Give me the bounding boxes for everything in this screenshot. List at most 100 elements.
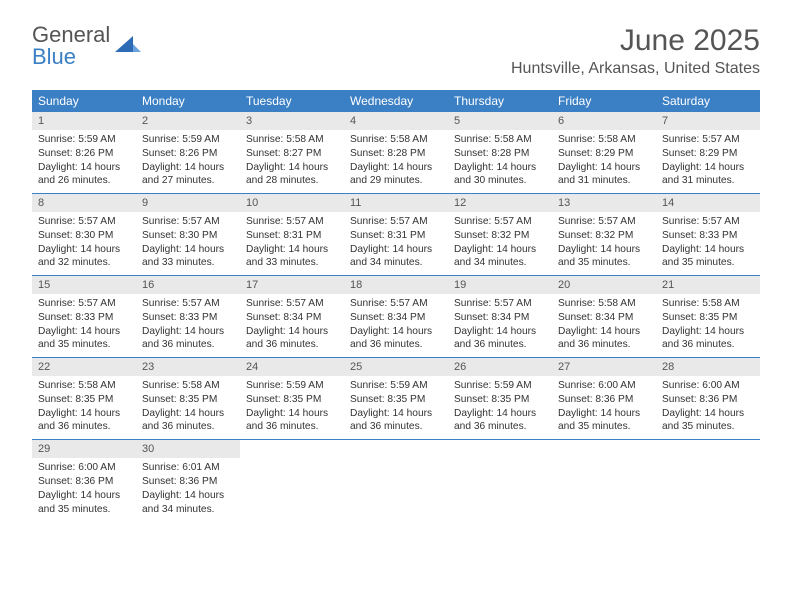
calendar-cell: 24Sunrise: 5:59 AMSunset: 8:35 PMDayligh… — [240, 358, 344, 439]
sunset-text: Sunset: 8:34 PM — [558, 311, 650, 325]
day-body: Sunrise: 5:59 AMSunset: 8:26 PMDaylight:… — [32, 130, 136, 193]
sunset-text: Sunset: 8:30 PM — [38, 229, 130, 243]
calendar-week: 15Sunrise: 5:57 AMSunset: 8:33 PMDayligh… — [32, 275, 760, 357]
daylight-text: Daylight: 14 hours and 34 minutes. — [142, 489, 234, 517]
calendar-cell — [240, 440, 344, 521]
daylight-text: Daylight: 14 hours and 30 minutes. — [454, 161, 546, 189]
day-number: 15 — [32, 276, 136, 294]
daylight-text: Daylight: 14 hours and 27 minutes. — [142, 161, 234, 189]
daylight-text: Daylight: 14 hours and 36 minutes. — [246, 407, 338, 435]
day-body: Sunrise: 5:58 AMSunset: 8:35 PMDaylight:… — [32, 376, 136, 439]
sunrise-text: Sunrise: 5:57 AM — [454, 215, 546, 229]
daylight-text: Daylight: 14 hours and 36 minutes. — [142, 407, 234, 435]
day-number: 24 — [240, 358, 344, 376]
sunset-text: Sunset: 8:36 PM — [662, 393, 754, 407]
calendar-cell: 7Sunrise: 5:57 AMSunset: 8:29 PMDaylight… — [656, 112, 760, 193]
daylight-text: Daylight: 14 hours and 35 minutes. — [38, 325, 130, 353]
daylight-text: Daylight: 14 hours and 35 minutes. — [558, 407, 650, 435]
day-number: 12 — [448, 194, 552, 212]
sunrise-text: Sunrise: 5:58 AM — [350, 133, 442, 147]
calendar-cell: 25Sunrise: 5:59 AMSunset: 8:35 PMDayligh… — [344, 358, 448, 439]
logo-triangle-icon — [115, 34, 141, 59]
sunset-text: Sunset: 8:35 PM — [662, 311, 754, 325]
calendar-cell: 11Sunrise: 5:57 AMSunset: 8:31 PMDayligh… — [344, 194, 448, 275]
daylight-text: Daylight: 14 hours and 31 minutes. — [662, 161, 754, 189]
sunrise-text: Sunrise: 5:59 AM — [350, 379, 442, 393]
day-body: Sunrise: 5:57 AMSunset: 8:31 PMDaylight:… — [344, 212, 448, 275]
day-header: Saturday — [656, 90, 760, 112]
sunset-text: Sunset: 8:33 PM — [662, 229, 754, 243]
calendar-cell: 23Sunrise: 5:58 AMSunset: 8:35 PMDayligh… — [136, 358, 240, 439]
daylight-text: Daylight: 14 hours and 36 minutes. — [558, 325, 650, 353]
daylight-text: Daylight: 14 hours and 29 minutes. — [350, 161, 442, 189]
day-number: 22 — [32, 358, 136, 376]
sunset-text: Sunset: 8:33 PM — [142, 311, 234, 325]
sunrise-text: Sunrise: 5:58 AM — [246, 133, 338, 147]
day-body: Sunrise: 5:57 AMSunset: 8:34 PMDaylight:… — [344, 294, 448, 357]
day-number: 26 — [448, 358, 552, 376]
sunset-text: Sunset: 8:27 PM — [246, 147, 338, 161]
day-number: 14 — [656, 194, 760, 212]
calendar-cell: 9Sunrise: 5:57 AMSunset: 8:30 PMDaylight… — [136, 194, 240, 275]
header: General Blue June 2025 Huntsville, Arkan… — [0, 0, 792, 82]
sunrise-text: Sunrise: 5:57 AM — [246, 215, 338, 229]
day-number: 9 — [136, 194, 240, 212]
daylight-text: Daylight: 14 hours and 35 minutes. — [662, 407, 754, 435]
day-number: 7 — [656, 112, 760, 130]
sunset-text: Sunset: 8:34 PM — [350, 311, 442, 325]
day-body: Sunrise: 5:57 AMSunset: 8:33 PMDaylight:… — [656, 212, 760, 275]
sunset-text: Sunset: 8:33 PM — [38, 311, 130, 325]
sunrise-text: Sunrise: 5:59 AM — [454, 379, 546, 393]
day-body: Sunrise: 5:59 AMSunset: 8:35 PMDaylight:… — [448, 376, 552, 439]
day-number: 10 — [240, 194, 344, 212]
sunset-text: Sunset: 8:28 PM — [350, 147, 442, 161]
location-label: Huntsville, Arkansas, United States — [511, 60, 760, 78]
calendar-cell: 18Sunrise: 5:57 AMSunset: 8:34 PMDayligh… — [344, 276, 448, 357]
calendar-cell: 21Sunrise: 5:58 AMSunset: 8:35 PMDayligh… — [656, 276, 760, 357]
sunset-text: Sunset: 8:31 PM — [246, 229, 338, 243]
calendar-cell: 29Sunrise: 6:00 AMSunset: 8:36 PMDayligh… — [32, 440, 136, 521]
daylight-text: Daylight: 14 hours and 33 minutes. — [142, 243, 234, 271]
calendar-cell: 22Sunrise: 5:58 AMSunset: 8:35 PMDayligh… — [32, 358, 136, 439]
sunset-text: Sunset: 8:31 PM — [350, 229, 442, 243]
calendar-cell — [656, 440, 760, 521]
day-number: 19 — [448, 276, 552, 294]
sunrise-text: Sunrise: 6:01 AM — [142, 461, 234, 475]
calendar-week: 29Sunrise: 6:00 AMSunset: 8:36 PMDayligh… — [32, 439, 760, 521]
sunset-text: Sunset: 8:32 PM — [558, 229, 650, 243]
calendar-cell: 1Sunrise: 5:59 AMSunset: 8:26 PMDaylight… — [32, 112, 136, 193]
sunrise-text: Sunrise: 5:57 AM — [142, 215, 234, 229]
sunrise-text: Sunrise: 5:59 AM — [38, 133, 130, 147]
sunrise-text: Sunrise: 5:58 AM — [142, 379, 234, 393]
day-number: 6 — [552, 112, 656, 130]
calendar-cell: 4Sunrise: 5:58 AMSunset: 8:28 PMDaylight… — [344, 112, 448, 193]
day-body: Sunrise: 5:58 AMSunset: 8:28 PMDaylight:… — [344, 130, 448, 193]
calendar-week: 22Sunrise: 5:58 AMSunset: 8:35 PMDayligh… — [32, 357, 760, 439]
sunset-text: Sunset: 8:35 PM — [454, 393, 546, 407]
daylight-text: Daylight: 14 hours and 36 minutes. — [350, 407, 442, 435]
day-body: Sunrise: 5:57 AMSunset: 8:33 PMDaylight:… — [136, 294, 240, 357]
sunset-text: Sunset: 8:36 PM — [38, 475, 130, 489]
logo-text: General Blue — [32, 24, 110, 68]
day-body: Sunrise: 5:57 AMSunset: 8:30 PMDaylight:… — [136, 212, 240, 275]
daylight-text: Daylight: 14 hours and 36 minutes. — [38, 407, 130, 435]
daylight-text: Daylight: 14 hours and 35 minutes. — [662, 243, 754, 271]
daylight-text: Daylight: 14 hours and 34 minutes. — [350, 243, 442, 271]
day-number: 16 — [136, 276, 240, 294]
day-number: 21 — [656, 276, 760, 294]
sunrise-text: Sunrise: 5:58 AM — [454, 133, 546, 147]
calendar-cell — [344, 440, 448, 521]
calendar-cell: 12Sunrise: 5:57 AMSunset: 8:32 PMDayligh… — [448, 194, 552, 275]
day-body: Sunrise: 5:57 AMSunset: 8:31 PMDaylight:… — [240, 212, 344, 275]
daylight-text: Daylight: 14 hours and 28 minutes. — [246, 161, 338, 189]
daylight-text: Daylight: 14 hours and 26 minutes. — [38, 161, 130, 189]
calendar-cell: 15Sunrise: 5:57 AMSunset: 8:33 PMDayligh… — [32, 276, 136, 357]
day-number: 2 — [136, 112, 240, 130]
day-body: Sunrise: 5:59 AMSunset: 8:35 PMDaylight:… — [240, 376, 344, 439]
day-header: Thursday — [448, 90, 552, 112]
calendar-cell: 10Sunrise: 5:57 AMSunset: 8:31 PMDayligh… — [240, 194, 344, 275]
sunset-text: Sunset: 8:35 PM — [246, 393, 338, 407]
day-number: 20 — [552, 276, 656, 294]
sunset-text: Sunset: 8:35 PM — [350, 393, 442, 407]
sunrise-text: Sunrise: 5:57 AM — [142, 297, 234, 311]
